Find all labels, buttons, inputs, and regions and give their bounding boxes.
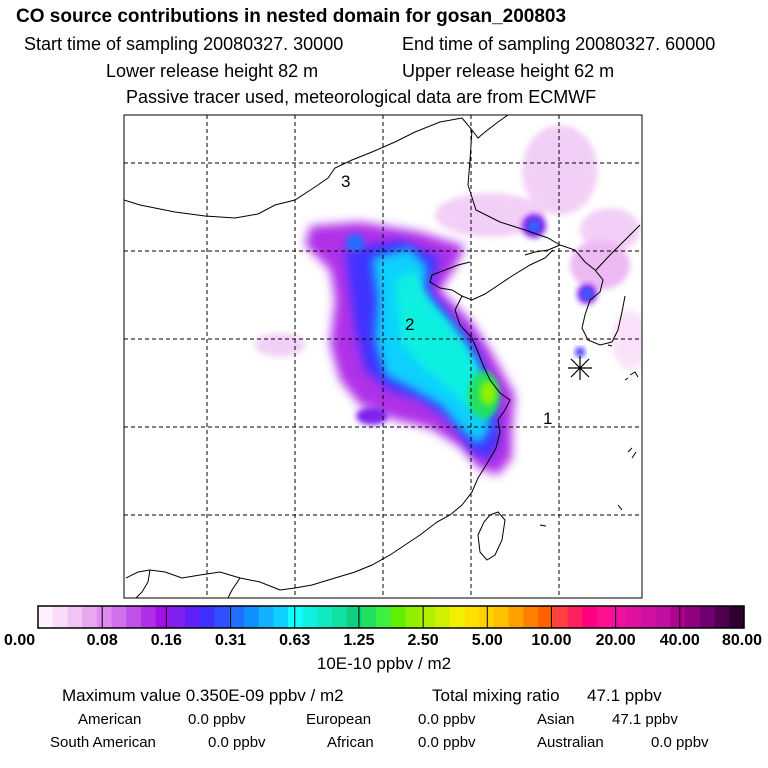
colorbar-swatch — [126, 606, 142, 628]
start-time: Start time of sampling 20080327. 30000 — [24, 34, 344, 54]
colorbar-tick-label: 1.25 — [343, 632, 374, 649]
colorbar-tick-label: 0.63 — [279, 632, 310, 649]
colorbar-swatch — [273, 606, 289, 628]
region-australian-value: 0.0 ppbv — [651, 734, 709, 751]
colorbar-swatch — [685, 606, 701, 628]
colorbar-swatch — [96, 606, 113, 628]
region-south-american-label: South American — [50, 734, 156, 751]
chart-title: CO source contributions in nested domain… — [16, 6, 567, 27]
colorbar-swatch — [641, 606, 657, 628]
region-south-american-value: 0.0 ppbv — [208, 734, 266, 751]
colorbar-frame — [37, 605, 745, 629]
colorbar-swatch — [288, 606, 304, 628]
colorbar-swatch — [729, 606, 745, 628]
colorbar-swatch — [346, 606, 363, 628]
colorbar-swatch — [376, 606, 392, 628]
colorbar-swatch — [655, 606, 672, 628]
colorbar-swatch — [582, 606, 598, 628]
concentration-plume — [255, 125, 642, 475]
colorbar-swatch — [596, 606, 613, 628]
colorbar-swatch — [405, 606, 422, 628]
upper-release-height: Upper release height 62 m — [402, 61, 615, 81]
colorbar-swatch — [361, 606, 377, 628]
lower-release-height: Lower release height 82 m — [106, 61, 319, 81]
colorbar-ticks — [101, 606, 681, 628]
colorbar-tick-label: 0.31 — [215, 632, 246, 649]
region-american-label: American — [78, 711, 142, 728]
colorbar-tick-label: 2.50 — [408, 632, 439, 649]
maximum-value: Maximum value 0.350E-09 ppbv / m2 — [62, 686, 344, 705]
colorbar-swatch — [52, 606, 69, 628]
receptor-marker-icon — [568, 356, 592, 380]
colorbar-units: 10E-10 ppbv / m2 — [316, 654, 452, 673]
colorbar-swatch — [38, 606, 54, 628]
colorbar-swatch — [391, 606, 407, 628]
region-asian-value: 47.1 ppbv — [612, 711, 678, 728]
map-label-2: 2 — [405, 315, 414, 334]
colorbar-swatch — [420, 606, 436, 628]
colorbar-swatch — [302, 606, 319, 628]
plume-spot-south — [356, 407, 388, 425]
plume-teal — [395, 270, 485, 410]
colorbar-swatch — [67, 606, 83, 628]
colorbar-swatch — [523, 606, 539, 628]
colorbar-tick-label: 80.00 — [722, 632, 762, 649]
colorbar-swatch — [714, 606, 730, 628]
colorbar-swatch — [508, 606, 524, 628]
colorbar-swatch — [493, 606, 510, 628]
colorbar-swatch — [538, 606, 554, 628]
colorbar-swatch — [155, 606, 171, 628]
colorbar-swatch — [435, 606, 451, 628]
colorbar-swatch — [449, 606, 466, 628]
colorbar-tick-label: 40.00 — [660, 632, 700, 649]
colorbar-swatch — [170, 606, 186, 628]
map-label-3: 3 — [341, 172, 350, 191]
colorbar-swatch — [258, 606, 274, 628]
colorbar-swatch — [140, 606, 157, 628]
colorbar-tick-label: 0.16 — [151, 632, 182, 649]
region-european-label: European — [306, 711, 372, 728]
region-african-value: 0.0 ppbv — [418, 734, 476, 751]
colorbar-tick-label: 10.00 — [531, 632, 571, 649]
colorbar-swatch — [111, 606, 127, 628]
tracer-info: Passive tracer used, meteorological data… — [126, 87, 597, 107]
colorbar-swatch — [611, 606, 627, 628]
colorbar-tick-label: 20.00 — [596, 632, 636, 649]
colorbar-tick-label: 5.00 — [472, 632, 503, 649]
plume-spot-north — [346, 234, 364, 252]
colorbar-swatch — [317, 606, 333, 628]
colorbar-swatch — [332, 606, 348, 628]
region-australian-label: Australian — [537, 734, 604, 751]
total-mixing-ratio-label: Total mixing ratio — [432, 686, 560, 705]
total-mixing-ratio-value: 47.1 ppbv — [587, 686, 662, 705]
colorbar-swatch — [199, 606, 216, 628]
end-time: End time of sampling 20080327. 60000 — [402, 34, 716, 54]
colorbar-swatch — [626, 606, 642, 628]
colorbar-swatch — [670, 606, 686, 628]
region-european-value: 0.0 ppbv — [418, 711, 476, 728]
colorbar-swatch — [185, 606, 201, 628]
coastlines — [124, 115, 641, 598]
colorbar-swatch — [567, 606, 583, 628]
colorbar-swatch — [699, 606, 716, 628]
colorbar-swatch — [82, 606, 98, 628]
map-area: 1 2 3 — [124, 115, 642, 598]
region-american-value: 0.0 ppbv — [188, 711, 246, 728]
colorbar-swatch — [243, 606, 260, 628]
colorbar-swatch — [552, 606, 569, 628]
colorbar-labels: 0.00 0.08 0.16 0.31 0.63 1.25 2.50 5.00 10.00 20.… — [4, 632, 762, 649]
map-frame — [123, 114, 643, 599]
colorbar-swatch — [229, 606, 245, 628]
colorbar-tick-label: 0.08 — [87, 632, 118, 649]
colorbar-tick-label: 0.00 — [4, 632, 35, 649]
region-asian-label: Asian — [537, 711, 575, 728]
colorbar — [38, 606, 745, 628]
map-label-1: 1 — [543, 409, 552, 428]
colorbar-swatch — [214, 606, 230, 628]
region-african-label: African — [327, 734, 374, 751]
plume-peak — [480, 381, 496, 405]
colorbar-swatch — [464, 606, 480, 628]
